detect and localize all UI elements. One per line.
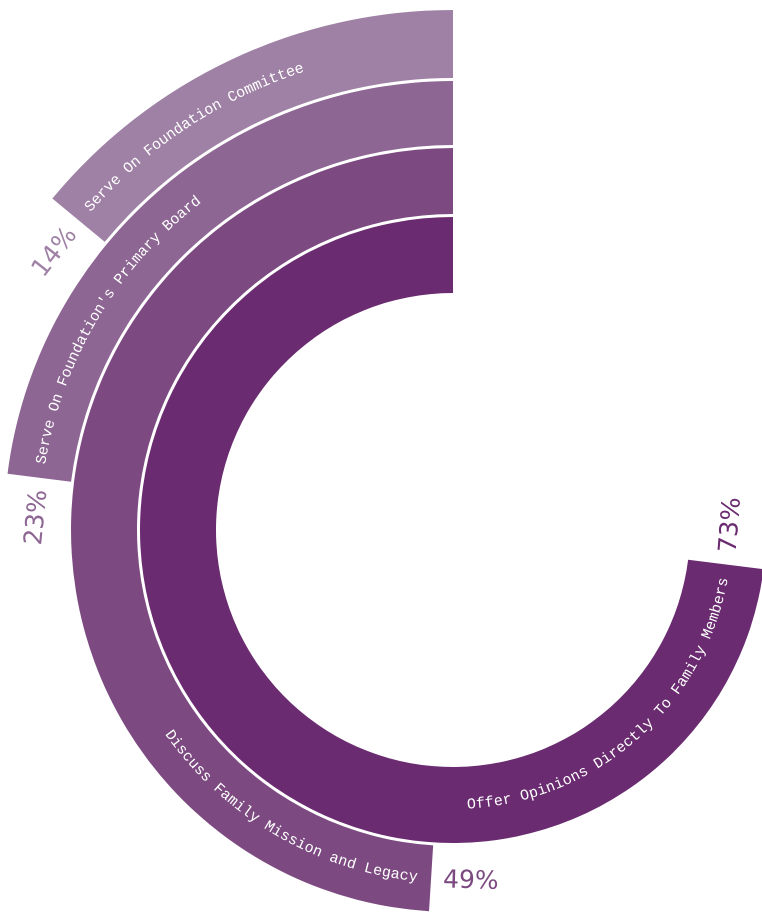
value-label: 14% <box>25 221 82 283</box>
bar <box>71 148 453 912</box>
bar <box>52 10 453 242</box>
value-label: 73% <box>713 496 746 554</box>
value-label: 49% <box>443 864 499 895</box>
bar <box>140 217 762 843</box>
value-label: 23% <box>18 488 52 546</box>
bar <box>7 81 454 482</box>
